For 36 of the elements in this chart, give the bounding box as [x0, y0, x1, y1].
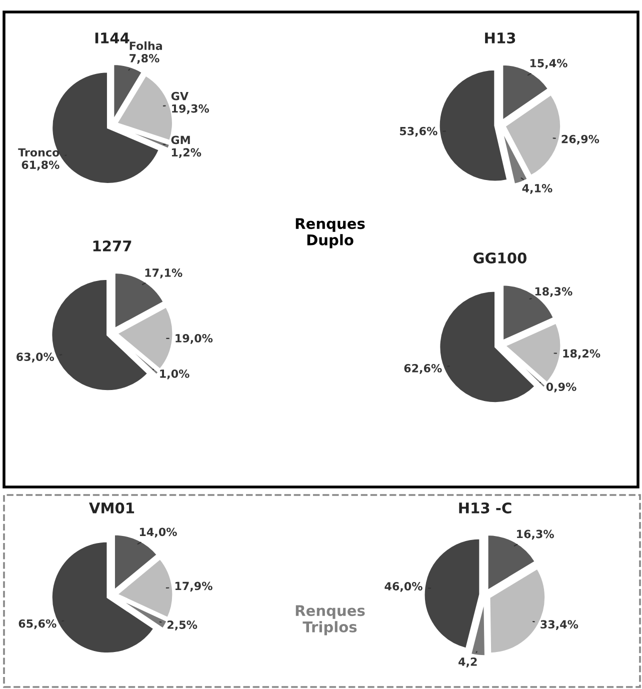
data-label: 53,6%: [400, 126, 438, 137]
text: Renques Duplo: [296, 218, 365, 248]
data-label: 4,2: [458, 657, 477, 668]
text: Renques Triplos: [296, 605, 365, 636]
data-label: 33,4%: [540, 620, 578, 630]
data-label: 46,0%: [384, 582, 422, 592]
chart-title: H13: [485, 32, 516, 44]
data-label: 4,1%: [522, 184, 552, 194]
slice-label: Folha: [130, 41, 162, 50]
data-label: 16,3%: [517, 530, 554, 540]
data-label: 14,0%: [140, 528, 177, 538]
data-label: 7,8%: [130, 54, 160, 64]
data-label: 65,6%: [18, 619, 56, 630]
data-label: 0,9%: [546, 382, 576, 392]
data-label: 1,0%: [160, 369, 190, 380]
data-label: 61,8%: [22, 160, 60, 170]
chart-title: H13 -C: [459, 502, 512, 514]
data-label: 19,3%: [172, 104, 210, 114]
chart-title: VM01: [89, 502, 134, 514]
chart-title: GG100: [474, 252, 526, 264]
data-label: 15,4%: [530, 58, 568, 69]
chart-title: 1277: [93, 240, 132, 252]
slice-label: GM: [171, 136, 190, 144]
chart-title: I144: [95, 32, 130, 44]
data-label: 17,1%: [145, 268, 182, 278]
data-label: 62,6%: [404, 364, 442, 374]
data-label: 18,2%: [563, 349, 600, 360]
data-label: 63,0%: [16, 352, 54, 362]
data-label: 17,9%: [175, 582, 212, 592]
data-label: 26,9%: [562, 134, 600, 145]
data-label: 19,0%: [176, 334, 213, 344]
data-label: 1,2%: [172, 148, 202, 158]
data-label: 2,5%: [168, 620, 198, 630]
slice-label: GV: [171, 92, 188, 100]
data-label: 18,3%: [535, 287, 572, 298]
slice-label: Tronco: [18, 148, 60, 157]
